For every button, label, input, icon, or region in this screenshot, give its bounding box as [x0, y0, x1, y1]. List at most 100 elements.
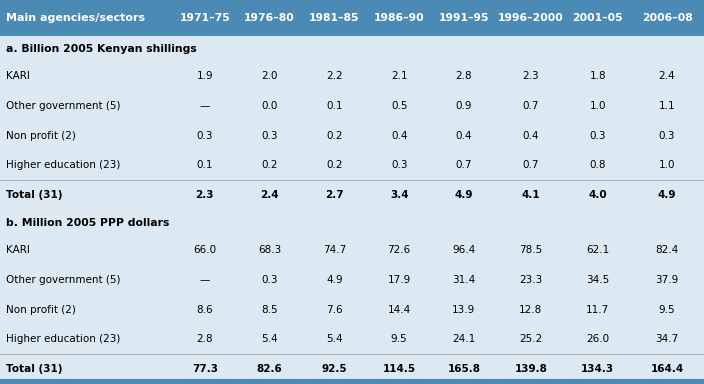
- Text: 0.5: 0.5: [391, 101, 408, 111]
- Bar: [0, 210, 704, 235]
- Text: 0.3: 0.3: [659, 131, 675, 141]
- Text: —: —: [200, 275, 210, 285]
- Text: 0.3: 0.3: [391, 161, 408, 170]
- Text: Total (31): Total (31): [6, 190, 62, 200]
- Text: 4.9: 4.9: [455, 190, 473, 200]
- Bar: [0, 151, 704, 180]
- Text: 2.8: 2.8: [196, 334, 213, 344]
- Text: 14.4: 14.4: [387, 305, 411, 315]
- Bar: [0, 121, 704, 151]
- Text: Non profit (2): Non profit (2): [6, 131, 75, 141]
- Bar: [0, 295, 704, 324]
- Text: 9.5: 9.5: [391, 334, 408, 344]
- Text: 0.2: 0.2: [261, 161, 278, 170]
- Text: 0.3: 0.3: [261, 275, 278, 285]
- Text: 2001–05: 2001–05: [572, 13, 623, 23]
- Text: 0.4: 0.4: [522, 131, 539, 141]
- Text: Main agencies/sectors: Main agencies/sectors: [6, 13, 145, 23]
- Text: 12.8: 12.8: [519, 305, 543, 315]
- Text: 1986–90: 1986–90: [374, 13, 425, 23]
- Text: 3.4: 3.4: [390, 190, 408, 200]
- Text: 4.1: 4.1: [522, 190, 540, 200]
- Text: 82.6: 82.6: [257, 364, 282, 374]
- Bar: [0, 36, 704, 61]
- Text: 4.9: 4.9: [658, 190, 677, 200]
- Bar: [0, 61, 704, 91]
- Text: 26.0: 26.0: [586, 334, 609, 344]
- Text: Non profit (2): Non profit (2): [6, 305, 75, 315]
- Text: 4.0: 4.0: [589, 190, 607, 200]
- Text: 1.8: 1.8: [589, 71, 606, 81]
- Bar: [0, 379, 704, 384]
- Bar: [0, 354, 704, 384]
- Text: b. Million 2005 PPP dollars: b. Million 2005 PPP dollars: [6, 218, 169, 228]
- Text: 0.3: 0.3: [196, 131, 213, 141]
- Text: 0.4: 0.4: [391, 131, 408, 141]
- Text: 1976–80: 1976–80: [244, 13, 295, 23]
- Text: 139.8: 139.8: [515, 364, 547, 374]
- Text: 77.3: 77.3: [192, 364, 218, 374]
- Text: 23.3: 23.3: [519, 275, 543, 285]
- Text: KARI: KARI: [6, 245, 30, 255]
- Text: 8.6: 8.6: [196, 305, 213, 315]
- Text: 1991–95: 1991–95: [439, 13, 489, 23]
- Text: 134.3: 134.3: [581, 364, 615, 374]
- Text: 2.7: 2.7: [325, 190, 344, 200]
- Text: 2.2: 2.2: [326, 71, 343, 81]
- Text: 74.7: 74.7: [322, 245, 346, 255]
- Text: 164.4: 164.4: [650, 364, 684, 374]
- Text: 8.5: 8.5: [261, 305, 278, 315]
- Text: 2.1: 2.1: [391, 71, 408, 81]
- Text: 2.4: 2.4: [659, 71, 675, 81]
- Text: 1.1: 1.1: [659, 101, 675, 111]
- Text: 34.5: 34.5: [586, 275, 610, 285]
- Text: 13.9: 13.9: [452, 305, 476, 315]
- Text: Higher education (23): Higher education (23): [6, 161, 120, 170]
- Text: Higher education (23): Higher education (23): [6, 334, 120, 344]
- Text: 7.6: 7.6: [326, 305, 343, 315]
- Text: Other government (5): Other government (5): [6, 275, 120, 285]
- Text: 66.0: 66.0: [194, 245, 216, 255]
- Text: 0.7: 0.7: [455, 161, 472, 170]
- Text: 0.7: 0.7: [522, 161, 539, 170]
- Text: 37.9: 37.9: [655, 275, 679, 285]
- Bar: [0, 0, 704, 36]
- Text: 165.8: 165.8: [448, 364, 480, 374]
- Text: 82.4: 82.4: [655, 245, 679, 255]
- Text: 1.0: 1.0: [659, 161, 675, 170]
- Text: 0.9: 0.9: [455, 101, 472, 111]
- Text: —: —: [200, 101, 210, 111]
- Text: 1981–85: 1981–85: [309, 13, 360, 23]
- Text: 34.7: 34.7: [655, 334, 679, 344]
- Text: 24.1: 24.1: [452, 334, 476, 344]
- Text: Other government (5): Other government (5): [6, 101, 120, 111]
- Text: 2.3: 2.3: [196, 190, 214, 200]
- Text: 92.5: 92.5: [322, 364, 347, 374]
- Text: 2.0: 2.0: [261, 71, 278, 81]
- Text: 96.4: 96.4: [452, 245, 476, 255]
- Text: 0.2: 0.2: [326, 161, 343, 170]
- Bar: [0, 180, 704, 210]
- Text: 2006–08: 2006–08: [641, 13, 693, 23]
- Text: 0.8: 0.8: [589, 161, 606, 170]
- Text: 1996–2000: 1996–2000: [498, 13, 564, 23]
- Bar: [0, 265, 704, 295]
- Text: a. Billion 2005 Kenyan shillings: a. Billion 2005 Kenyan shillings: [6, 44, 196, 54]
- Text: 5.4: 5.4: [326, 334, 343, 344]
- Text: 68.3: 68.3: [258, 245, 282, 255]
- Text: 62.1: 62.1: [586, 245, 610, 255]
- Text: Total (31): Total (31): [6, 364, 62, 374]
- Text: 2.4: 2.4: [260, 190, 279, 200]
- Text: 78.5: 78.5: [519, 245, 543, 255]
- Text: 0.1: 0.1: [326, 101, 343, 111]
- Text: 0.4: 0.4: [455, 131, 472, 141]
- Text: 17.9: 17.9: [387, 275, 411, 285]
- Text: 0.7: 0.7: [522, 101, 539, 111]
- Bar: [0, 324, 704, 354]
- Text: 0.2: 0.2: [326, 131, 343, 141]
- Text: 25.2: 25.2: [519, 334, 543, 344]
- Text: KARI: KARI: [6, 71, 30, 81]
- Text: 0.0: 0.0: [261, 101, 278, 111]
- Text: 72.6: 72.6: [387, 245, 411, 255]
- Text: 0.3: 0.3: [261, 131, 278, 141]
